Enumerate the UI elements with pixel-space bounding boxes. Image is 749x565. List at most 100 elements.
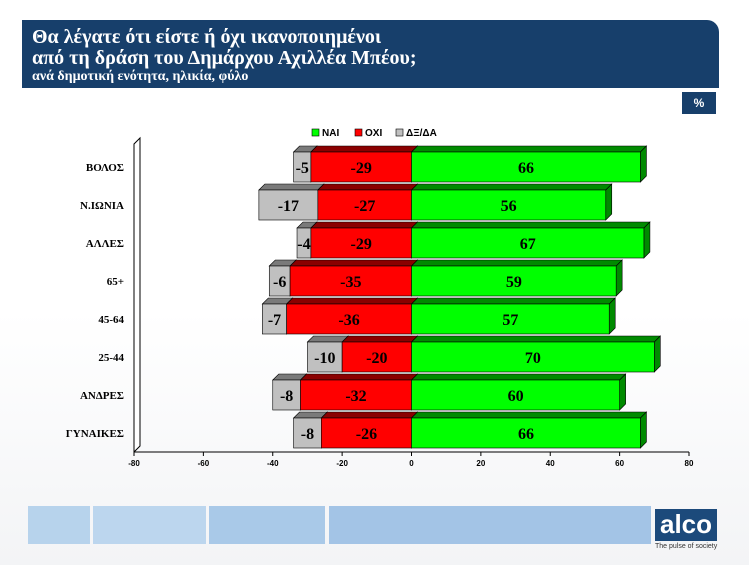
dk-bar-top xyxy=(258,183,325,191)
no-bar-front xyxy=(286,303,412,335)
dk-value-label: -6 xyxy=(273,274,286,291)
yes-bar-top xyxy=(410,411,648,419)
footer-segment xyxy=(28,506,90,544)
x-tick-label: 40 xyxy=(546,459,555,468)
yes-bar-front xyxy=(411,151,641,183)
no-bar-front xyxy=(310,227,412,259)
x-tick-label: 20 xyxy=(476,459,485,468)
x-tick-label: 60 xyxy=(615,459,624,468)
no-bar xyxy=(310,145,419,183)
alco-logo: alco xyxy=(655,509,717,541)
category-label: ΑΛΛΕΣ xyxy=(86,238,124,250)
dk-bar-front xyxy=(307,341,343,373)
dk-value-label: -7 xyxy=(268,312,281,329)
dk-bar-top xyxy=(306,335,349,343)
no-bar-top xyxy=(310,221,419,229)
no-value-label: -32 xyxy=(345,388,366,405)
yes-value-label: 59 xyxy=(506,274,522,291)
category-label: ΑΝΔΡΕΣ xyxy=(80,390,124,402)
yes-bar-top xyxy=(410,259,623,267)
legend-label: ΝΑΙ xyxy=(322,128,339,139)
dk-value-label: -4 xyxy=(297,236,310,253)
no-value-label: -29 xyxy=(351,160,372,177)
yes-bar-top xyxy=(410,335,662,343)
no-bar-front xyxy=(310,151,412,183)
yes-bar-front xyxy=(411,265,617,297)
dk-bar-front xyxy=(272,379,301,411)
yes-bar-side xyxy=(615,259,623,297)
no-bar-front xyxy=(321,417,412,449)
yes-bar-top xyxy=(410,297,616,305)
no-value-label: -26 xyxy=(356,426,377,443)
dk-bar-front xyxy=(262,303,287,335)
yes-bar xyxy=(410,373,627,411)
yes-bar xyxy=(410,411,648,449)
dk-value-label: -8 xyxy=(301,426,314,443)
dk-value-label: -8 xyxy=(280,388,293,405)
x-tick-label: 0 xyxy=(409,459,414,468)
legend-label: ΟΧΙ xyxy=(365,128,382,139)
yes-bar xyxy=(410,183,613,221)
yes-bar-side xyxy=(640,411,647,449)
yes-bar-front xyxy=(411,303,610,335)
x-tick-label: -80 xyxy=(128,459,140,468)
no-bar-top xyxy=(341,335,419,343)
no-bar-top xyxy=(320,411,419,419)
yes-bar-front xyxy=(411,417,641,449)
yes-value-label: 67 xyxy=(520,236,536,253)
dk-bar xyxy=(258,183,325,221)
category-label: Ν.ΙΩΝΙΑ xyxy=(80,200,124,212)
x-tick-label: -20 xyxy=(336,459,348,468)
footer-segment xyxy=(329,506,651,544)
category-label: 65+ xyxy=(107,276,124,288)
yes-value-label: 66 xyxy=(518,160,534,177)
no-bar-top xyxy=(317,183,419,191)
yes-bar-side xyxy=(619,373,626,411)
no-bar-front xyxy=(289,265,412,297)
yes-value-label: 70 xyxy=(525,350,541,367)
chart-side-wall xyxy=(133,136,141,454)
yes-bar-top xyxy=(410,145,648,153)
legend-swatch xyxy=(354,128,363,137)
x-tick-label: -60 xyxy=(198,459,210,468)
no-bar xyxy=(310,221,419,259)
dk-value-label: -10 xyxy=(314,350,335,367)
yes-bar xyxy=(410,259,623,297)
no-value-label: -29 xyxy=(351,236,372,253)
category-label: 45-64 xyxy=(98,314,124,326)
yes-bar-front xyxy=(411,341,655,373)
percent-unit-badge: % xyxy=(682,92,716,114)
yes-bar-top xyxy=(410,183,613,191)
no-value-label: -35 xyxy=(340,274,361,291)
yes-bar-side xyxy=(640,145,647,183)
yes-bar xyxy=(410,145,648,183)
yes-bar-front xyxy=(411,227,645,259)
dk-bar-front xyxy=(293,417,322,449)
yes-value-label: 60 xyxy=(508,388,524,405)
yes-value-label: 56 xyxy=(501,198,517,215)
dk-value-label: -5 xyxy=(296,160,309,177)
no-bar-top xyxy=(310,145,419,153)
logo-tagline: The pulse of society xyxy=(655,543,718,550)
category-label: 25-44 xyxy=(98,352,124,364)
yes-bar-side xyxy=(608,297,616,335)
yes-bar-side xyxy=(654,335,661,373)
yes-value-label: 57 xyxy=(502,312,518,329)
legend-label: ΔΞ/ΔΑ xyxy=(406,128,437,139)
no-bar-front xyxy=(300,379,412,411)
x-tick-label: -40 xyxy=(267,459,279,468)
no-value-label: -20 xyxy=(366,350,387,367)
no-bar-top xyxy=(299,373,419,381)
legend-swatch xyxy=(311,128,320,137)
no-value-label: -36 xyxy=(338,312,359,329)
yes-bar-front xyxy=(411,379,620,411)
no-bar xyxy=(320,411,419,449)
legend-swatch xyxy=(395,128,404,137)
category-label: ΒΟΛΟΣ xyxy=(86,162,124,174)
footer-segment xyxy=(93,506,206,544)
no-value-label: -27 xyxy=(354,198,375,215)
chart-subtitle: ανά δημοτική ενότητα, ηλικία, φύλο xyxy=(32,69,249,84)
yes-bar-top xyxy=(410,221,651,229)
yes-bar-front xyxy=(411,189,607,221)
